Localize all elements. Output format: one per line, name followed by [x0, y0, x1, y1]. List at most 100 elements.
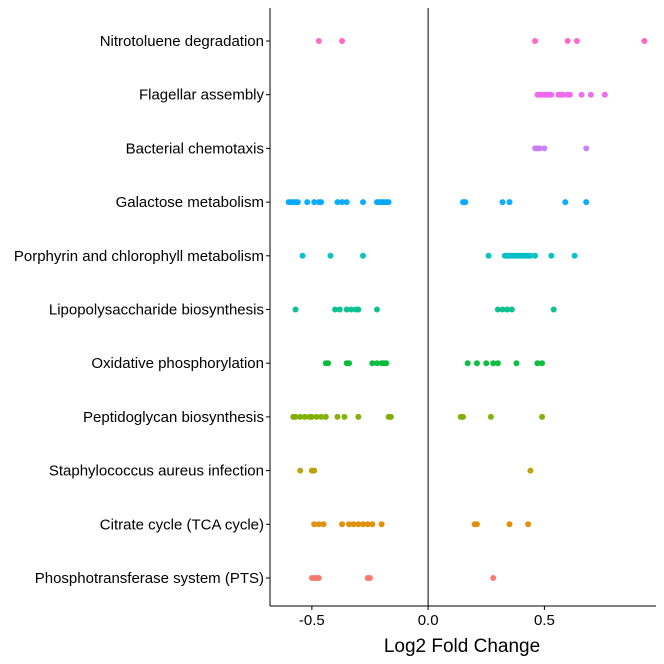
data-point	[315, 38, 322, 44]
data-point	[383, 360, 390, 367]
data-point	[490, 360, 497, 367]
data-point	[564, 38, 571, 44]
data-point	[297, 413, 304, 420]
data-point	[360, 199, 367, 206]
data-point	[294, 199, 301, 206]
data-point	[539, 413, 546, 420]
data-point	[322, 413, 329, 420]
data-point	[583, 145, 590, 152]
data-point	[499, 306, 506, 313]
data-point	[506, 521, 513, 528]
category-label: Flagellar assembly	[139, 87, 265, 104]
category-label: Porphyrin and chlorophyll metabolism	[14, 248, 264, 265]
data-point	[490, 575, 497, 581]
category-label: Bacterial chemotaxis	[126, 140, 264, 157]
data-point	[641, 38, 648, 44]
category-label: Galactose metabolism	[116, 194, 264, 211]
x-tick-label: 0.5	[534, 612, 555, 629]
data-point	[355, 306, 362, 313]
data-point	[339, 521, 346, 528]
data-point	[336, 306, 343, 313]
data-point	[583, 199, 590, 206]
data-point	[343, 306, 350, 313]
data-point	[311, 467, 318, 474]
data-point	[315, 575, 322, 581]
data-point	[532, 252, 539, 259]
data-point	[548, 252, 555, 259]
data-point	[360, 252, 367, 259]
x-tick-labels: -0.5 0.0 0.5	[299, 612, 555, 629]
data-point	[587, 91, 594, 98]
data-point	[494, 306, 501, 313]
data-point	[527, 252, 534, 259]
data-point	[318, 413, 325, 420]
data-point	[318, 199, 325, 206]
data-point	[487, 413, 494, 420]
data-point	[369, 360, 376, 367]
data-point	[339, 199, 346, 206]
data-point	[301, 413, 308, 420]
data-point	[355, 413, 362, 420]
data-point	[536, 145, 543, 152]
data-point	[311, 521, 318, 528]
data-point	[550, 306, 557, 313]
series-points	[297, 467, 534, 474]
data-point	[548, 91, 555, 98]
series-points	[534, 91, 608, 98]
data-point	[387, 413, 394, 420]
series-points	[308, 575, 497, 581]
data-point	[483, 360, 490, 367]
series-points	[315, 38, 648, 44]
data-point	[325, 360, 332, 367]
data-point	[327, 252, 334, 259]
data-point	[504, 306, 511, 313]
data-point	[525, 521, 532, 528]
series-points	[292, 306, 557, 313]
series-points	[311, 521, 532, 528]
data-point	[297, 467, 304, 474]
data-point	[364, 521, 371, 528]
data-point	[320, 521, 327, 528]
data-point	[378, 521, 385, 528]
series-points	[322, 360, 546, 367]
data-point	[562, 199, 569, 206]
category-labels: Phosphotransferase system (PTS) Citrate c…	[14, 33, 265, 587]
data-points	[285, 38, 648, 581]
data-point	[299, 252, 306, 259]
category-label: Oxidative phosphorylation	[91, 355, 264, 372]
data-point	[559, 91, 566, 98]
data-point	[369, 521, 376, 528]
category-label: Lipopolysaccharide biosynthesis	[49, 302, 264, 319]
x-axis-title: Log2 Fold Change	[384, 636, 540, 657]
data-point	[541, 145, 548, 152]
data-point	[578, 91, 585, 98]
data-point	[346, 521, 353, 528]
data-point	[348, 306, 355, 313]
data-point	[355, 521, 362, 528]
data-point	[292, 413, 299, 420]
data-point	[292, 306, 299, 313]
data-point	[343, 199, 350, 206]
series-points	[532, 145, 590, 152]
category-label: Peptidoglycan biosynthesis	[83, 409, 264, 426]
data-point	[346, 360, 353, 367]
data-point	[311, 199, 318, 206]
data-point	[341, 413, 348, 420]
data-point	[506, 199, 513, 206]
data-point	[464, 360, 471, 367]
data-point	[315, 521, 322, 528]
series-points	[290, 413, 546, 420]
data-point	[513, 360, 520, 367]
data-point	[339, 38, 346, 44]
data-point	[527, 467, 534, 474]
category-label: Nitrotoluene degradation	[100, 33, 264, 50]
data-point	[350, 521, 357, 528]
category-label: Phosphotransferase system (PTS)	[35, 570, 264, 587]
data-point	[485, 252, 492, 259]
category-label: Staphylococcus aureus infection	[49, 463, 264, 480]
data-point	[460, 413, 466, 420]
data-point	[385, 199, 392, 206]
data-point	[539, 360, 546, 367]
